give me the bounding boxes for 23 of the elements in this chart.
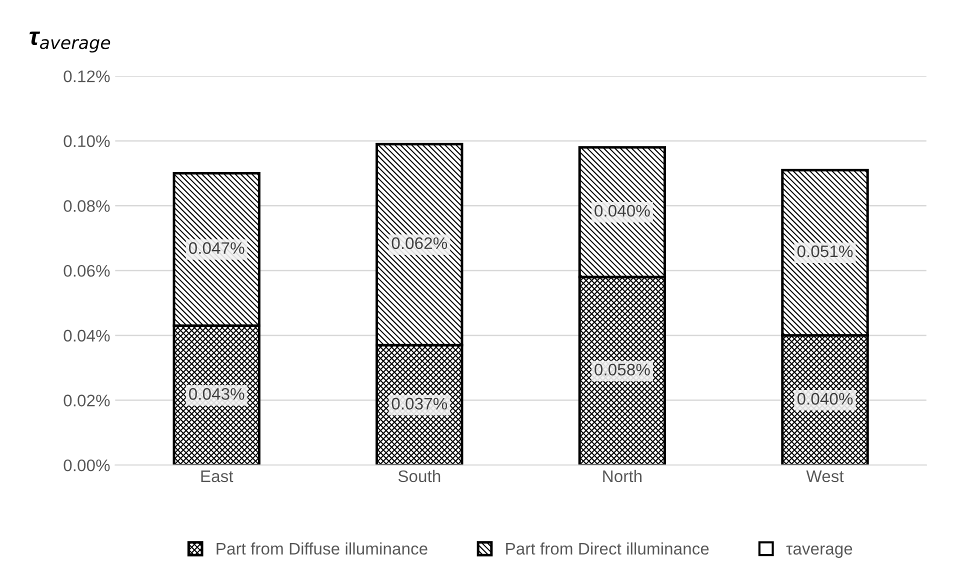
y-tick-label: 0.06% [64,264,110,277]
data-label: 0.058% [594,364,650,376]
y-tick-label: 0.08% [64,200,110,212]
data-label: 0.037% [392,398,448,410]
data-label: 0.051% [797,245,853,258]
data-label: 0.062% [392,237,448,250]
y-tick-label: 0.10% [64,135,110,148]
data-label: 0.043% [188,388,244,400]
y-tick-label: 0.02% [64,394,110,406]
x-tick-label: West [806,470,844,482]
legend-label: τaverage [786,546,852,558]
data-label: 0.040% [594,204,650,217]
y-axis-title: τ$_{average}$ [29,32,110,53]
data-label: 0.040% [797,392,853,405]
y-tick-label: 0.00% [64,459,110,472]
x-tick-label: South [398,470,440,482]
x-tick-label: East [201,470,234,482]
data-label: 0.047% [188,242,244,254]
y-tick-label: 0.12% [64,70,110,82]
x-tick-label: North [603,470,642,482]
legend-label: Part from Direct illuminance [506,542,709,555]
y-tick-label: 0.04% [64,330,110,342]
legend-label: Part from Diffuse illuminance [216,542,428,555]
